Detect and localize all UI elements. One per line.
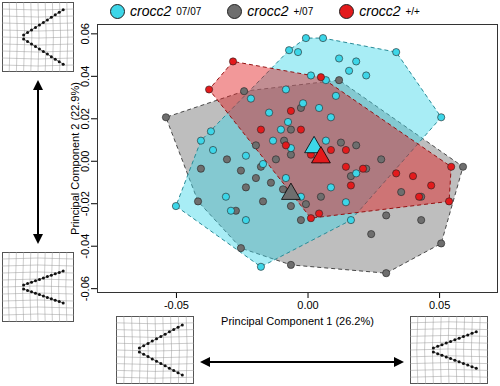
svg-text:0.02: 0.02: [78, 108, 91, 130]
html-text:crocc2 +/+: crocc2 +/+: [359, 3, 420, 19]
svg-text:0.00: 0.00: [78, 150, 91, 172]
svg-text:-0.06: -0.06: [79, 276, 91, 301]
svg-text:Principal Component 2 (22.9%): Principal Component 2 (22.9%): [69, 82, 81, 235]
svg-text:-0.02: -0.02: [78, 191, 91, 217]
html-text:crocc2: crocc2: [130, 3, 172, 19]
svg-text:Principal Component 1 (26.2%): Principal Component 1 (26.2%): [221, 315, 374, 327]
svg-text:0.05: 0.05: [429, 299, 450, 311]
svg-text:0.00: 0.00: [297, 299, 318, 311]
svg-text:0.04: 0.04: [78, 65, 91, 87]
html-text:crocc2 +/07: crocc2 +/07: [247, 3, 314, 19]
html-text:07/07: 07/07: [176, 5, 202, 17]
svg-text:-0.04: -0.04: [79, 234, 91, 259]
svg-text:0.06: 0.06: [79, 23, 91, 44]
svg-text:-0.05: -0.05: [164, 299, 189, 311]
